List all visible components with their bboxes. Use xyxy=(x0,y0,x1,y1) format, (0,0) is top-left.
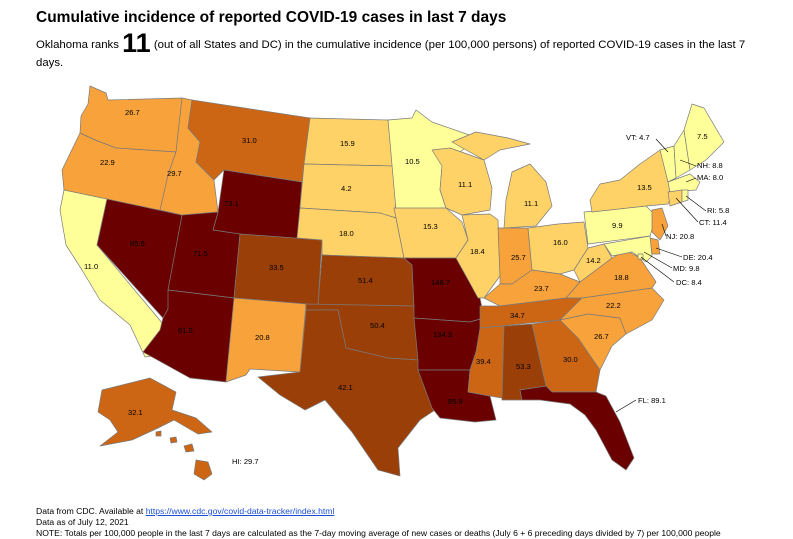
label-TN: 34.7 xyxy=(510,311,525,320)
label-WV: 14.2 xyxy=(586,256,601,265)
state-maine xyxy=(683,103,725,171)
label-NE: 18.0 xyxy=(339,229,354,238)
source-prefix: Data from CDC. Available at xyxy=(36,506,144,516)
label-DE: DE: 20.4 xyxy=(683,253,713,262)
state-michigan-upper xyxy=(451,131,531,161)
label-WY: 73.1 xyxy=(224,199,239,208)
label-PA: 9.9 xyxy=(612,221,623,230)
label-OK: 50.4 xyxy=(370,321,385,330)
label-HI: HI: 29.7 xyxy=(232,457,259,466)
label-MA: MA: 8.0 xyxy=(697,173,723,182)
label-TX: 42.1 xyxy=(338,383,353,392)
label-CT: CT: 11.4 xyxy=(699,218,727,227)
label-RI: RI: 5.8 xyxy=(707,206,729,215)
state-hawaii-maui xyxy=(183,443,195,453)
label-UT: 71.5 xyxy=(193,249,208,258)
page-title: Cumulative incidence of reported COVID-1… xyxy=(36,9,507,26)
oklahoma-rank: 11 xyxy=(122,28,151,58)
label-NJ: NJ: 20.8 xyxy=(666,232,694,241)
label-ND: 15.9 xyxy=(340,139,355,148)
state-new-york xyxy=(589,149,675,213)
source-line: Data from CDC. Available at https://www.… xyxy=(36,506,334,516)
state-florida xyxy=(519,385,635,471)
label-IN: 25.7 xyxy=(511,253,526,262)
state-massachusetts xyxy=(667,173,701,193)
label-AL: 53.3 xyxy=(516,362,531,371)
state-hawaii-big xyxy=(193,459,213,481)
state-alaska xyxy=(97,377,213,447)
subtitle-suffix: (out of all States and DC) in the cumula… xyxy=(36,39,746,69)
state-value-labels: 26.7 22.9 11.0 85.6 29.7 31.0 73.1 71.5 … xyxy=(84,108,729,466)
state-new-jersey xyxy=(651,207,669,241)
label-NV: 85.6 xyxy=(130,239,145,248)
label-KS: 51.4 xyxy=(358,276,373,285)
label-DC: DC: 8.4 xyxy=(676,278,702,287)
label-WA: 26.7 xyxy=(125,108,140,117)
state-north-carolina xyxy=(559,287,665,335)
label-NY: 13.5 xyxy=(637,183,652,192)
label-LA: 85.9 xyxy=(448,397,463,406)
label-NM: 20.8 xyxy=(255,333,270,342)
label-SD: 4.2 xyxy=(341,184,352,193)
label-ID: 29.7 xyxy=(167,169,182,178)
label-NC: 22.2 xyxy=(606,301,621,310)
label-MI: 11.1 xyxy=(524,199,538,208)
label-VA: 18.8 xyxy=(614,273,629,282)
label-ME: 7.5 xyxy=(697,132,708,141)
label-KY: 23.7 xyxy=(534,284,549,293)
label-MD: MD: 9.8 xyxy=(673,264,700,273)
state-hawaii-oahu xyxy=(169,436,178,444)
leader-lines xyxy=(615,138,707,413)
label-MN: 10.5 xyxy=(405,157,420,166)
state-iowa xyxy=(393,207,469,259)
label-FL: FL: 89.1 xyxy=(638,396,666,405)
subtitle: Oklahoma ranks 11 (out of all States and… xyxy=(36,30,766,72)
state-rhode-island xyxy=(681,189,689,203)
state-illinois xyxy=(455,213,501,299)
label-MO: 148.7 xyxy=(431,278,450,287)
label-MS: 39.4 xyxy=(476,357,491,366)
state-texas xyxy=(257,309,436,477)
data-as-of: Data as of July 12, 2021 xyxy=(36,517,129,527)
label-WI: 11.1 xyxy=(458,180,472,189)
state-wisconsin xyxy=(431,147,493,216)
label-GA: 30.0 xyxy=(563,355,578,364)
label-AR: 134.3 xyxy=(433,330,452,339)
label-NH: NH: 8.8 xyxy=(697,161,723,170)
state-west-virginia xyxy=(573,243,613,283)
label-IA: 15.3 xyxy=(423,222,438,231)
state-michigan xyxy=(503,163,553,229)
label-IL: 18.4 xyxy=(470,247,485,256)
label-CO: 33.5 xyxy=(269,263,284,272)
footnote: NOTE: Totals per 100,000 people in the l… xyxy=(36,528,721,538)
label-CA: 11.0 xyxy=(84,262,98,271)
label-AK: 32.1 xyxy=(128,408,143,417)
label-OR: 22.9 xyxy=(100,158,115,167)
label-VT: VT: 4.7 xyxy=(626,133,650,142)
state-connecticut xyxy=(667,189,683,207)
label-SC: 26.7 xyxy=(594,332,609,341)
state-hawaii-kauai xyxy=(155,430,162,437)
subtitle-prefix: Oklahoma ranks xyxy=(36,39,119,51)
source-link[interactable]: https://www.cdc.gov/covid-data-tracker/i… xyxy=(145,506,335,516)
label-AZ: 61.5 xyxy=(178,326,193,335)
label-MT: 31.0 xyxy=(242,136,257,145)
label-OH: 16.0 xyxy=(553,238,568,247)
